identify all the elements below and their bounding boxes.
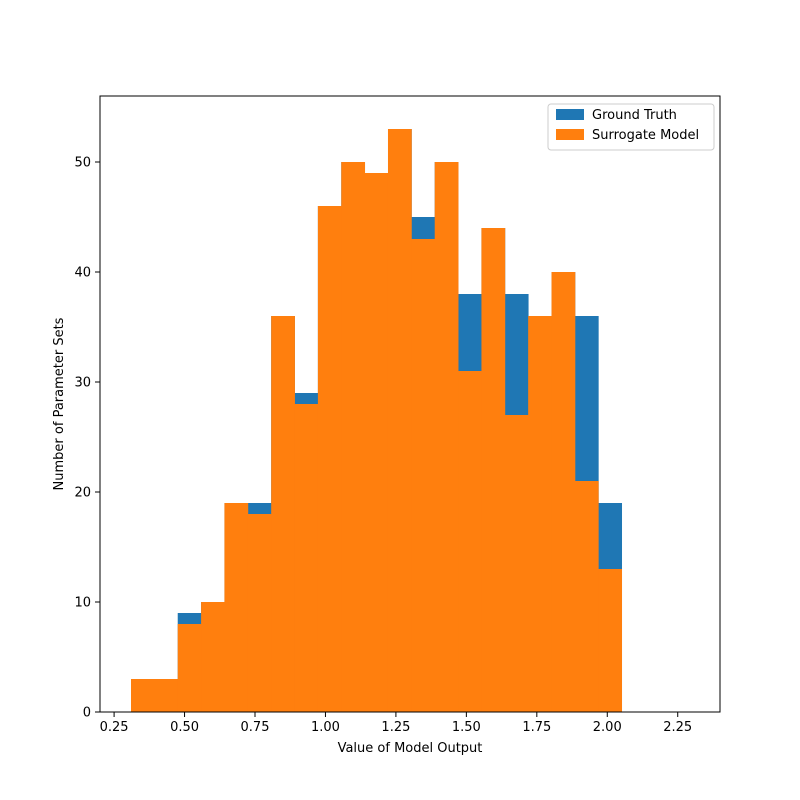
bar-surrogate-model-5	[271, 316, 295, 712]
bar-surrogate-model-3	[224, 503, 249, 712]
legend-swatch-surrogate-model	[556, 129, 584, 140]
bar-surrogate-model-7	[317, 206, 342, 712]
x-tick-label-3: 1.00	[311, 720, 340, 735]
bar-surrogate-model-11	[411, 239, 436, 712]
bar-surrogate-model-19	[598, 569, 623, 712]
bar-surrogate-model-14	[481, 228, 506, 712]
bar-surrogate-model-6	[294, 404, 319, 712]
legend-label-surrogate-model: Surrogate Model	[592, 128, 699, 143]
x-axis-ticks: 0.25 0.50 0.75 1.00 1.25 1.50 1.75 2.00 2.25	[100, 712, 692, 735]
y-tick-label-3: 30	[74, 376, 91, 391]
bar-surrogate-model-12	[434, 162, 459, 712]
y-axis-ticks: 0 10 20 30 40 50	[74, 156, 100, 721]
bar-surrogate-model-9	[364, 173, 389, 712]
bar-surrogate-model-10	[387, 129, 412, 712]
bar-surrogate-model-0	[131, 679, 179, 712]
bar-surrogate-model-15	[504, 415, 529, 712]
y-tick-label-2: 20	[74, 486, 91, 501]
legend: Ground Truth Surrogate Model	[547, 103, 715, 151]
plot-frame	[99, 95, 721, 713]
bar-surrogate-model-4	[247, 514, 272, 712]
y-axis-label: Number of Parameter Sets	[52, 317, 67, 490]
bar-surrogate-model-2	[201, 602, 225, 712]
x-tick-label-7: 2.00	[593, 720, 622, 735]
x-tick-label-0: 0.25	[100, 720, 129, 735]
legend-label-ground-truth: Ground Truth	[592, 108, 677, 123]
bars-layer	[131, 129, 623, 712]
legend-box	[547, 103, 715, 151]
x-axis-label: Value of Model Output	[338, 741, 483, 756]
bar-surrogate-model-13	[458, 371, 482, 712]
x-tick-label-8: 2.25	[663, 720, 692, 735]
x-tick-label-2: 0.75	[241, 720, 270, 735]
bar-surrogate-model-18	[574, 481, 599, 712]
y-tick-label-5: 50	[74, 156, 91, 171]
x-tick-label-1: 0.50	[170, 720, 199, 735]
x-tick-label-6: 1.75	[522, 720, 551, 735]
x-tick-label-5: 1.50	[452, 720, 481, 735]
y-tick-label-4: 40	[74, 266, 91, 281]
bar-surrogate-model-1	[177, 624, 202, 712]
legend-swatch-ground-truth	[556, 109, 584, 120]
y-tick-label-1: 10	[74, 596, 91, 611]
y-tick-label-0: 0	[83, 706, 91, 721]
x-tick-label-4: 1.25	[381, 720, 410, 735]
bar-surrogate-model-8	[341, 162, 366, 712]
bar-surrogate-model-16	[528, 316, 552, 712]
bar-surrogate-model-17	[551, 272, 576, 712]
